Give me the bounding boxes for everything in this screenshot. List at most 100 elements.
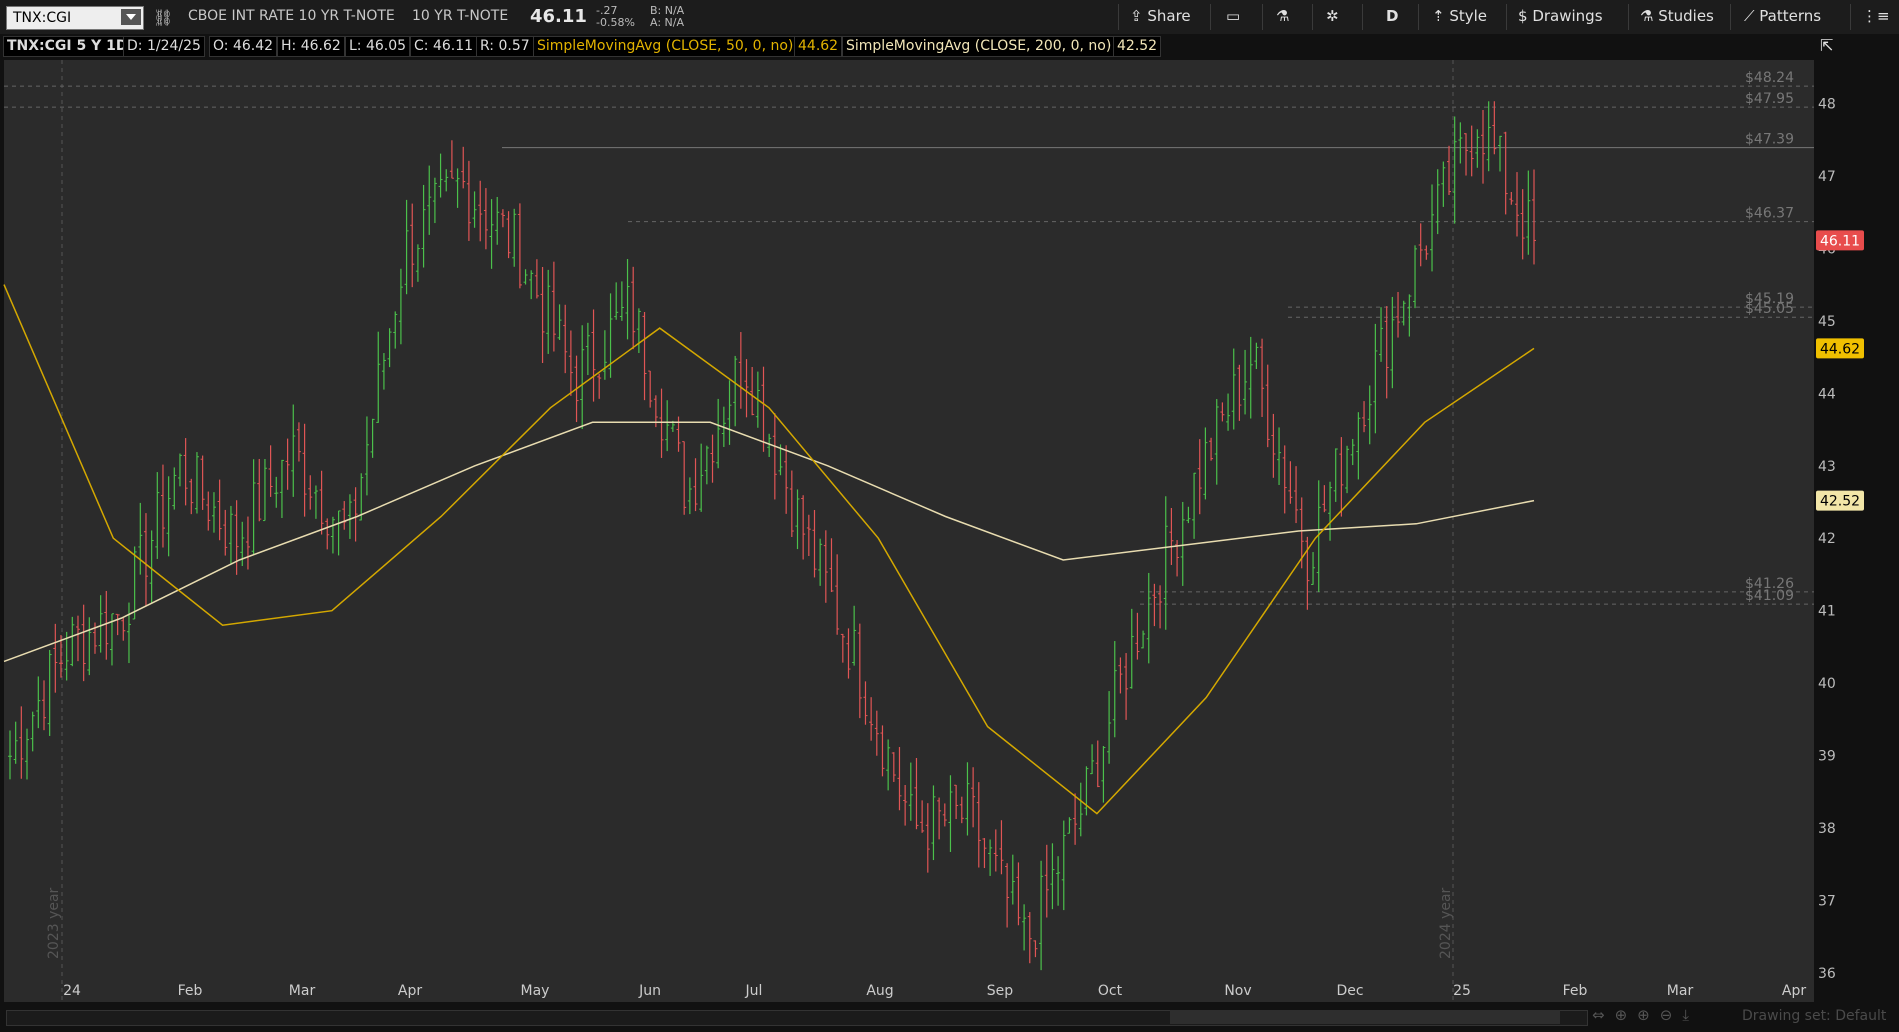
zoom-out-icon[interactable]: ⊖ <box>1659 1006 1683 1024</box>
y-tick-label: 38 <box>1818 821 1836 837</box>
price-level-label: $47.95 <box>1745 91 1794 107</box>
sma50-value: 44.62 <box>794 36 843 57</box>
x-tick-label: Oct <box>1098 983 1123 999</box>
y-tick-label: 48 <box>1818 96 1836 112</box>
y-tick-label: 43 <box>1818 459 1836 475</box>
zoom-in-icon[interactable]: ⊕ <box>1637 1006 1660 1024</box>
last-price: 46.11 <box>530 6 587 27</box>
ask: A: N/A <box>650 16 684 29</box>
drawings-label: Drawings <box>1532 7 1603 25</box>
crosshair-icon[interactable]: ⊕ <box>1614 1006 1638 1024</box>
info-open: O: 46.42 <box>209 36 278 57</box>
price-level-label: $48.24 <box>1745 70 1794 86</box>
flask-icon[interactable]: ⚗ <box>1276 7 1290 25</box>
symbol-input[interactable]: TNX:CGI <box>13 10 72 26</box>
watermark-2024: 2024 year <box>1438 887 1454 959</box>
studies-label: Studies <box>1658 7 1714 25</box>
y-tick-label: 40 <box>1818 676 1836 692</box>
price-level-label: $45.19 <box>1745 291 1794 307</box>
price-chart[interactable]: $48.24 $47.95 $47.39 $46.37 $45.19$45.05 $41.… <box>0 34 1899 1004</box>
price-level-label: $41.09 <box>1745 588 1794 604</box>
patterns-button[interactable]: ⟋ Patterns <box>1744 7 1821 25</box>
plot-area[interactable] <box>4 60 1814 1002</box>
y-tick-label: 44 <box>1818 386 1836 402</box>
studies-button[interactable]: ⚗ Studies <box>1640 7 1714 25</box>
screenshot-icon[interactable]: ▭ <box>1226 7 1241 25</box>
pan-icon[interactable]: ⇔ <box>1592 1006 1615 1024</box>
drawings-button[interactable]: $ Drawings <box>1518 7 1603 25</box>
x-tick-label: Apr <box>1782 983 1806 999</box>
x-tick-label: Feb <box>1563 983 1588 999</box>
reset-icon[interactable]: ⤓ <box>1682 1006 1699 1024</box>
sma200-bubble-text: 42.52 <box>1820 494 1860 510</box>
sma50-bubble-text: 44.62 <box>1820 341 1860 357</box>
symbol-description: CBOE INT RATE 10 YR T-NOTE <box>188 8 395 24</box>
chevron-down-icon[interactable] <box>121 9 141 25</box>
info-low: L: 46.05 <box>345 36 411 57</box>
drawings-icon: $ <box>1518 7 1528 25</box>
y-tick-label: 36 <box>1818 966 1836 982</box>
menu-icon[interactable]: ⋮≡ <box>1862 7 1890 25</box>
aggregation-button[interactable]: D <box>1386 7 1399 25</box>
collapse-icon[interactable]: ⇱ <box>1820 36 1834 55</box>
style-icon: ⇡ <box>1432 7 1445 25</box>
zoom-tools[interactable]: ⇔⊕⊕⊖⤓ <box>1592 1006 1699 1024</box>
x-tick-label: Mar <box>1667 983 1694 999</box>
sma50-label[interactable]: SimpleMovingAvg (CLOSE, 50, 0, no) <box>533 36 798 57</box>
style-button[interactable]: ⇡ Style <box>1432 7 1487 25</box>
sma200-label[interactable]: SimpleMovingAvg (CLOSE, 200, 0, no) <box>842 36 1116 57</box>
symbol-selector[interactable]: TNX:CGI <box>6 6 144 30</box>
last-price-bubble-text: 46.11 <box>1820 233 1860 249</box>
x-tick-label: 24 <box>63 983 81 999</box>
horizontal-scrollbar[interactable] <box>0 1004 1899 1032</box>
y-tick-label: 39 <box>1818 749 1836 765</box>
x-tick-label: Jun <box>638 983 661 999</box>
scroll-thumb[interactable] <box>1170 1010 1560 1024</box>
price-level-label: $45.05 <box>1745 301 1794 317</box>
y-tick-label: 42 <box>1818 531 1836 547</box>
x-tick-label: Nov <box>1224 983 1251 999</box>
share-icon: ⇪ <box>1130 7 1143 25</box>
x-tick-label: Feb <box>178 983 203 999</box>
info-high: H: 46.62 <box>277 36 345 57</box>
link-icon[interactable]: ⛓ <box>153 8 174 27</box>
symbol-short-name: 10 YR T-NOTE <box>412 8 509 24</box>
price-level-label: $47.39 <box>1745 132 1794 148</box>
info-date: D: 1/24/25 <box>123 36 205 57</box>
bid: B: N/A <box>650 4 685 17</box>
patterns-label: Patterns <box>1759 7 1822 25</box>
info-symbol: TNX:CGI 5 Y 1D <box>3 36 132 57</box>
info-close: C: 46.11 <box>410 36 478 57</box>
y-tick-label: 41 <box>1818 604 1836 620</box>
x-tick-label: 25 <box>1453 983 1471 999</box>
share-label: Share <box>1147 7 1191 25</box>
studies-icon: ⚗ <box>1640 7 1654 25</box>
y-tick-label: 37 <box>1818 894 1836 910</box>
info-range: R: 0.57 <box>476 36 534 57</box>
price-level-label: $41.26 <box>1745 576 1794 592</box>
x-tick-label: Jul <box>745 983 763 999</box>
sma200-value: 42.52 <box>1113 36 1162 57</box>
x-tick-label: Dec <box>1336 983 1363 999</box>
net-change-pct: -0.58% <box>596 16 635 29</box>
last-price-bubble <box>1816 230 1864 251</box>
sma200-line <box>3 421 1535 663</box>
x-tick-label: Aug <box>866 983 893 999</box>
y-tick-label: 47 <box>1818 169 1836 185</box>
patterns-icon: ⟋ <box>1744 7 1755 25</box>
x-tick-label: May <box>521 983 550 999</box>
share-button[interactable]: ⇪ Share <box>1130 7 1191 25</box>
gear-icon[interactable]: ✲ <box>1326 7 1339 25</box>
sma50-line <box>3 284 1535 815</box>
sma50-bubble <box>1816 338 1864 359</box>
x-tick-label: Mar <box>289 983 316 999</box>
watermark-2023: 2023 year <box>46 887 62 959</box>
x-tick-label: Apr <box>398 983 422 999</box>
net-change: -.27 <box>596 4 618 17</box>
x-tick-label: Sep <box>987 983 1014 999</box>
y-tick-label: 45 <box>1818 314 1836 330</box>
top-toolbar: TNX:CGI ⛓ CBOE INT RATE 10 YR T-NOTE 10 … <box>0 0 1899 35</box>
sma200-bubble <box>1816 490 1864 511</box>
drawing-set[interactable]: Drawing set: Default <box>1742 1008 1887 1024</box>
price-level-label: $46.37 <box>1745 206 1794 222</box>
